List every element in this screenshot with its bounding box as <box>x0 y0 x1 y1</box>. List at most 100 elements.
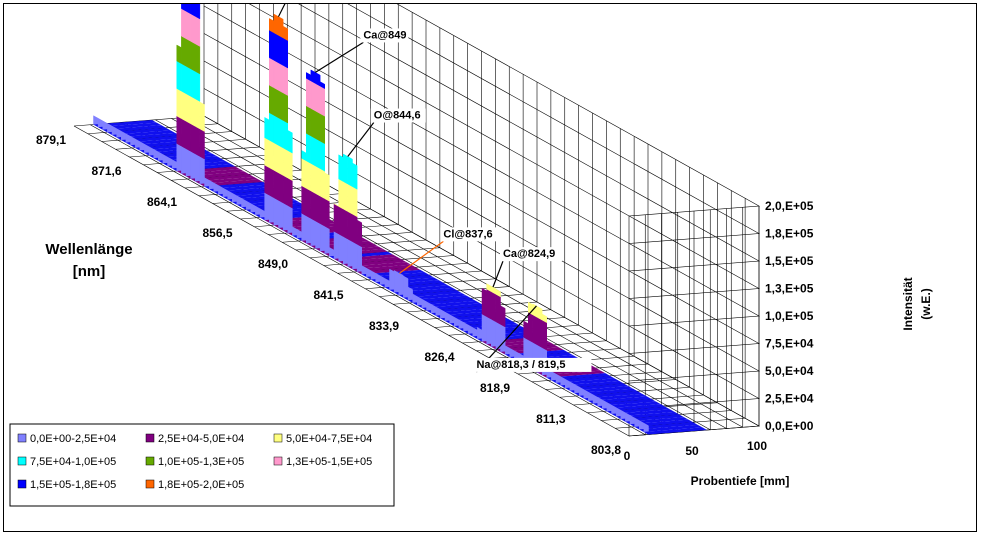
intensity-ticks: 0,0,E+00 2,5,E+04 5,0,E+04 7,5,E+04 1,0,E+05… <box>765 199 814 433</box>
surface-band <box>315 138 321 170</box>
surface-band <box>185 148 191 180</box>
surface-band <box>282 202 288 234</box>
wavelength-tick-label: 818,9 <box>480 381 510 395</box>
wavelength-tick-label: 864,1 <box>147 195 177 209</box>
surface-band <box>491 285 497 295</box>
surface-band <box>315 72 321 87</box>
surface-band <box>190 123 196 155</box>
surface-band <box>185 65 191 97</box>
surface-band <box>176 88 182 120</box>
surface-band <box>315 165 321 197</box>
surface-band <box>185 120 191 152</box>
surface-band <box>301 185 307 217</box>
legend-swatch <box>17 456 27 466</box>
annotation-bg <box>360 28 409 43</box>
wavelength-tick-label: 841,5 <box>313 288 343 302</box>
surface-band <box>541 319 547 351</box>
surface-band <box>495 293 501 325</box>
surface-band <box>264 192 270 224</box>
depth-tick-label: 0 <box>624 449 631 463</box>
surface-band <box>310 190 316 222</box>
surface-band <box>528 311 534 343</box>
surface-band <box>486 316 492 348</box>
surface-band <box>491 318 497 350</box>
surface-band <box>185 10 191 42</box>
surface-band <box>269 18 275 34</box>
surface-band <box>491 291 497 323</box>
surface-band <box>190 150 196 182</box>
surface-band <box>269 167 275 199</box>
annotation-bg <box>440 227 503 242</box>
legend-swatch <box>273 433 283 443</box>
surface-band <box>537 317 543 349</box>
surface-band <box>338 178 344 210</box>
surface-band <box>306 132 312 164</box>
surface-band <box>195 0 201 20</box>
surface-band <box>532 314 538 346</box>
surface-band <box>481 287 487 318</box>
surface-band <box>278 117 284 149</box>
surface-floor <box>643 427 707 435</box>
surface-band <box>315 220 321 252</box>
surface-band <box>181 35 187 67</box>
surface-band <box>319 81 325 90</box>
surface-band <box>278 34 284 66</box>
surface-band <box>181 145 187 177</box>
legend-label: 1,5E+05-1,8E+05 <box>30 479 116 491</box>
surface-band <box>282 174 288 206</box>
surface-band <box>319 223 325 255</box>
peak-annotation: O@844,6 <box>374 110 421 122</box>
surface-band <box>273 87 279 119</box>
surface-band <box>301 212 307 244</box>
surface-band <box>319 85 325 117</box>
surface-band <box>273 32 279 64</box>
surface-band <box>269 139 275 171</box>
surface-band <box>301 157 307 189</box>
surface-chart: 879,1 871,6 864,1 856,5 849,0 841,5 833,9 826,4… <box>9 0 933 507</box>
wavelength-axis-title-line1: Wellenlänge <box>45 241 132 258</box>
intensity-axis-title: Intensität (w.E.) <box>901 277 933 330</box>
grid-line-d <box>90 124 646 436</box>
surface-band <box>278 144 284 176</box>
peak-annotation: Ca@849 <box>363 29 406 41</box>
intensity-tick-label: 0,0,E+00 <box>765 419 814 433</box>
depth-tick-label: 100 <box>747 439 767 453</box>
intensity-tick-label: 1,5,E+05 <box>765 254 814 268</box>
surface-band <box>195 43 201 75</box>
wavelength-tick-label: 826,4 <box>424 350 454 364</box>
surface-band <box>310 135 316 167</box>
surface-band <box>190 40 196 72</box>
chart-frame: 879,1 871,6 864,1 856,5 849,0 841,5 833,9 826,4… <box>3 0 977 532</box>
grid-line-d <box>155 119 711 431</box>
surface-band <box>199 128 205 160</box>
legend-label: 1,3E+05-1,5E+05 <box>286 456 372 468</box>
depth-axis-title: Probentiefe [mm] <box>691 474 790 488</box>
surface-band <box>486 288 492 320</box>
surface-band <box>319 195 325 227</box>
intensity-axis-title-line2: (w.E.) <box>919 288 933 320</box>
intensity-tick-label: 1,8,E+05 <box>765 227 814 241</box>
surface-band <box>500 323 506 355</box>
surface-band <box>352 241 358 273</box>
surface-band <box>403 275 409 301</box>
surface-band <box>356 243 362 275</box>
intensity-tick-label: 5,0,E+04 <box>765 364 814 378</box>
surface-band <box>176 143 182 175</box>
legend-label: 7,5E+04-1,0E+05 <box>30 456 116 468</box>
surface-band <box>338 154 344 182</box>
surface-band <box>190 68 196 100</box>
peak-annotation: Cl@837,6 <box>443 228 492 240</box>
surface-band <box>319 168 325 200</box>
surface-band <box>282 92 288 124</box>
surface-band <box>319 113 325 145</box>
surface-band <box>269 194 275 226</box>
surface-band <box>310 80 316 112</box>
annotation-bg <box>370 108 426 123</box>
surface-band <box>306 105 312 137</box>
surface-band <box>278 199 284 231</box>
surface-band <box>287 177 293 209</box>
surface-band <box>306 160 312 192</box>
surface-band <box>347 156 353 188</box>
surface-band <box>343 208 349 240</box>
wavelength-axis-title-line2: [nm] <box>73 263 106 280</box>
